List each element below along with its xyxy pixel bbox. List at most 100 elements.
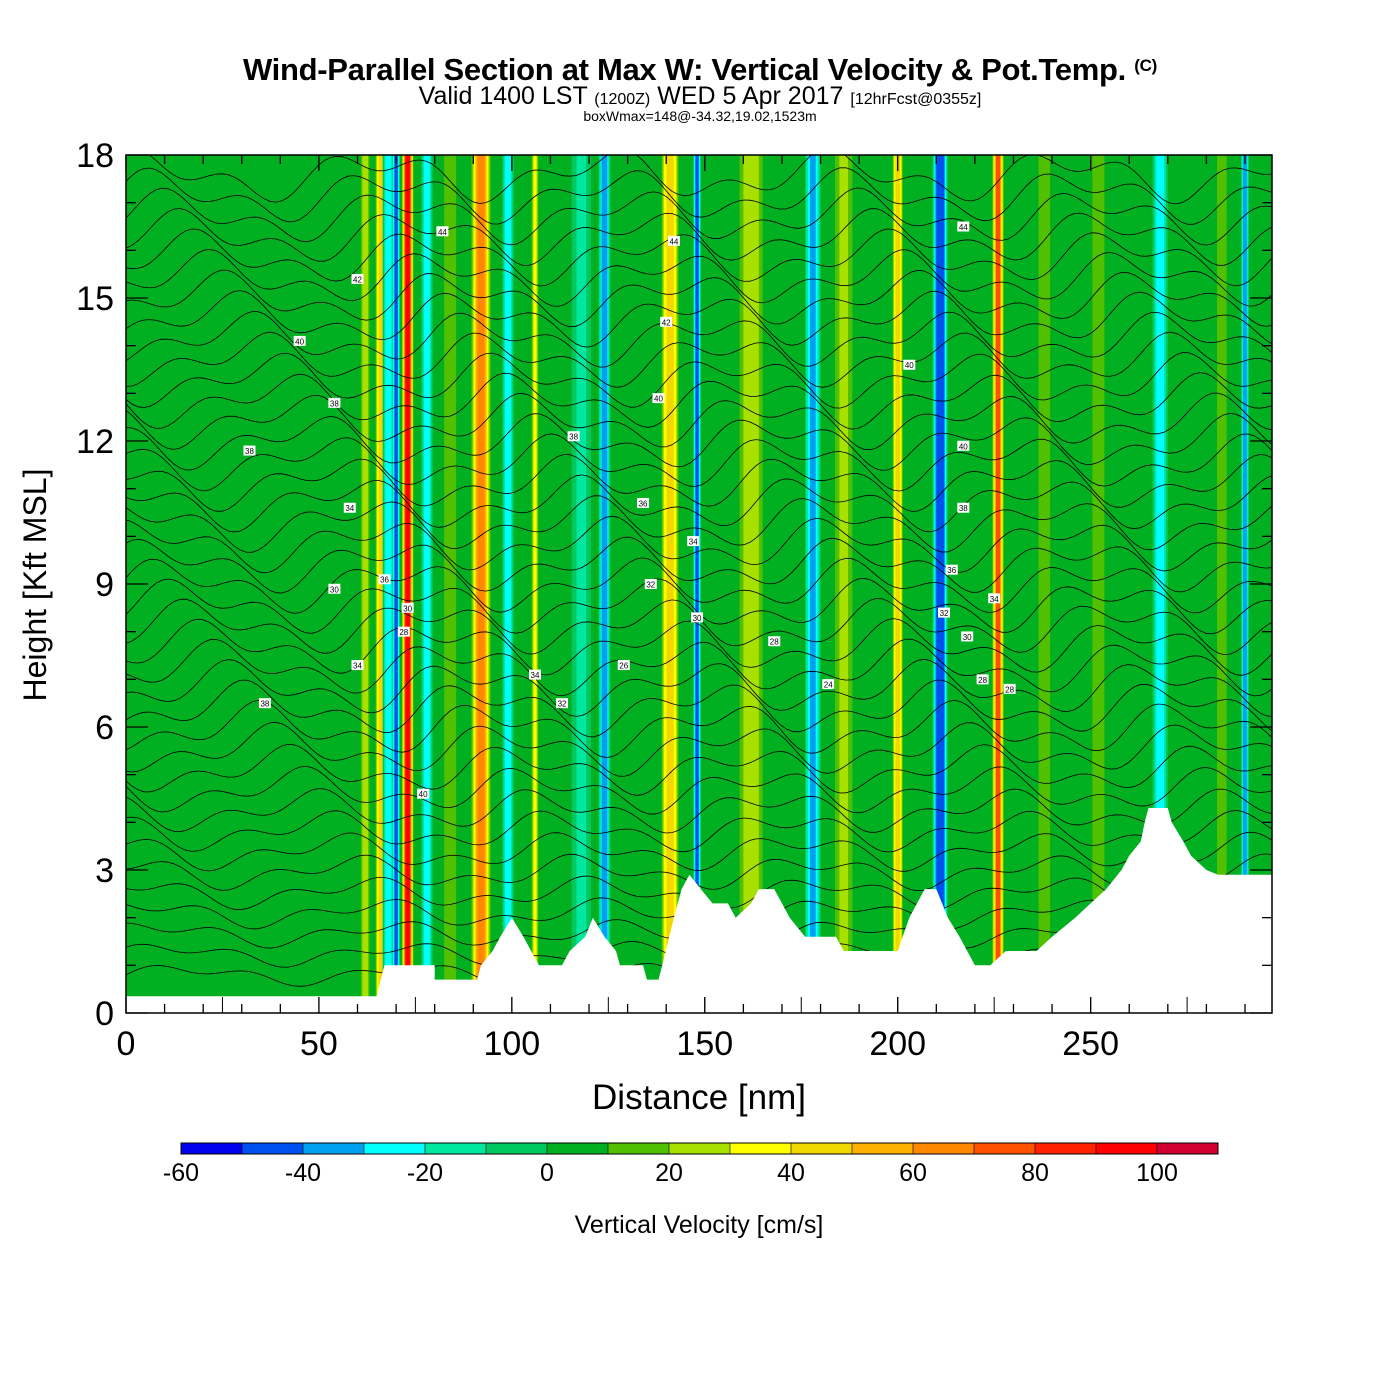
contour-label: 30 bbox=[961, 631, 974, 642]
contour-label-bg bbox=[667, 235, 680, 246]
contour-label-text: 28 bbox=[770, 638, 779, 647]
contour-label-bg bbox=[351, 660, 364, 671]
contour-label-bg bbox=[976, 674, 989, 685]
colorbar-swatch bbox=[1096, 1143, 1158, 1154]
velocity-column bbox=[394, 155, 398, 1013]
x-tick-label: 150 bbox=[676, 1025, 733, 1063]
theta-contour-line bbox=[126, 495, 1272, 553]
contour-label-bg bbox=[401, 602, 414, 613]
contour-label-text: 38 bbox=[959, 504, 968, 513]
contour-label: 32 bbox=[556, 698, 569, 709]
contour-label-text: 32 bbox=[558, 700, 567, 709]
velocity-column bbox=[577, 155, 585, 1013]
velocity-column bbox=[895, 155, 900, 1013]
colorbar-swatch bbox=[974, 1143, 1036, 1154]
velocity-column bbox=[1218, 155, 1225, 1013]
contour-label-bg bbox=[660, 316, 673, 327]
contour-label-text: 30 bbox=[693, 614, 702, 623]
contour-label-text: 36 bbox=[947, 566, 956, 575]
contour-label: 28 bbox=[976, 674, 989, 685]
theta-contour-line bbox=[126, 187, 1272, 246]
contour-label-bg bbox=[556, 698, 569, 709]
colorbar-swatch bbox=[1035, 1143, 1097, 1154]
colorbar-tick-label: -60 bbox=[163, 1159, 199, 1187]
theta-contour-line bbox=[126, 618, 1272, 676]
contour-label-bg bbox=[945, 564, 958, 575]
contour-label: 42 bbox=[660, 316, 673, 327]
y-axis-label: Height [Kft MSL] bbox=[17, 469, 53, 702]
theta-contour-line bbox=[126, 788, 1272, 834]
contour-label-text: 38 bbox=[260, 700, 269, 709]
contour-label-text: 40 bbox=[959, 442, 968, 451]
contour-label-text: 32 bbox=[940, 609, 949, 618]
contour-label: 28 bbox=[397, 626, 410, 637]
colorbar-swatch bbox=[303, 1143, 365, 1154]
contour-label-bg bbox=[243, 445, 256, 456]
contour-label-text: 44 bbox=[438, 228, 447, 237]
valid-utc: (1200Z) bbox=[594, 91, 651, 108]
contour-label-bg bbox=[652, 393, 665, 404]
velocity-column bbox=[1094, 155, 1102, 1013]
contour-label-bg bbox=[903, 359, 916, 370]
y-tick-label: 18 bbox=[76, 137, 114, 175]
theta-contour-line bbox=[126, 658, 1272, 717]
contour-label-text: 36 bbox=[639, 499, 648, 508]
theta-contour-line bbox=[126, 167, 1272, 225]
contour-label-text: 34 bbox=[345, 504, 354, 513]
theta-contour-line bbox=[126, 831, 1272, 872]
theta-contour-line bbox=[126, 208, 1272, 266]
contour-label: 38 bbox=[243, 445, 256, 456]
contour-label-text: 40 bbox=[654, 395, 663, 404]
colorbar-tick-label: 20 bbox=[655, 1159, 683, 1187]
contour-label-bg bbox=[988, 593, 1001, 604]
theta-contour-line bbox=[126, 248, 1272, 307]
contour-label: 34 bbox=[351, 660, 364, 671]
colorbar-swatch bbox=[364, 1143, 426, 1154]
contour-label-text: 40 bbox=[295, 337, 304, 346]
colorbar-label: Vertical Velocity [cm/s] bbox=[575, 1211, 824, 1239]
colorbar-frame bbox=[180, 1142, 1219, 1155]
copyright-mark: (C) bbox=[1134, 56, 1157, 75]
contour-label-bg bbox=[567, 431, 580, 442]
contour-label-text: 30 bbox=[963, 633, 972, 642]
contour-label-bg bbox=[397, 626, 410, 637]
colorbar-tick-label: 40 bbox=[777, 1159, 805, 1187]
colorbar-tick-label: -20 bbox=[407, 1159, 443, 1187]
contour-label-bg bbox=[637, 497, 650, 508]
contour-label-bg bbox=[378, 574, 391, 585]
x-tick-label: 100 bbox=[483, 1025, 540, 1063]
theta-contour-line bbox=[126, 765, 1272, 815]
contour-label-text: 42 bbox=[353, 275, 362, 284]
contour-label: 40 bbox=[957, 440, 970, 451]
theta-contour-line bbox=[126, 557, 1272, 614]
velocity-column bbox=[533, 155, 537, 1013]
x-tick-label: 50 bbox=[300, 1025, 338, 1063]
contour-label: 30 bbox=[328, 583, 341, 594]
velocity-column bbox=[1157, 155, 1163, 1013]
x-tick-label: 0 bbox=[117, 1025, 136, 1063]
contour-label-text: 38 bbox=[569, 433, 578, 442]
contour-label-bg bbox=[644, 579, 657, 589]
contour-label: 34 bbox=[687, 536, 700, 547]
contour-label: 34 bbox=[988, 593, 1001, 604]
contour-label-text: 34 bbox=[531, 671, 540, 680]
contour-label-text: 44 bbox=[669, 237, 678, 246]
colorbar-swatch bbox=[852, 1143, 914, 1154]
contour-label-text: 24 bbox=[824, 681, 833, 690]
y-tick-label: 12 bbox=[76, 423, 114, 461]
contour-label-text: 40 bbox=[419, 790, 428, 799]
contour-label-bg bbox=[938, 607, 951, 618]
contour-label: 44 bbox=[957, 221, 970, 232]
contour-label: 32 bbox=[644, 579, 657, 590]
contour-label-text: 28 bbox=[1005, 685, 1014, 694]
colorbar-swatch bbox=[608, 1143, 670, 1154]
contour-label: 26 bbox=[617, 660, 630, 671]
contour-label: 32 bbox=[938, 607, 951, 618]
contour-label-bg bbox=[293, 335, 306, 346]
box-info: boxWmax=148@-34.32,19.02,1523m bbox=[583, 108, 817, 124]
contour-label-bg bbox=[768, 636, 781, 647]
velocity-column bbox=[505, 155, 511, 1013]
theta-contour-line bbox=[126, 536, 1272, 594]
velocity-column bbox=[602, 155, 607, 1013]
